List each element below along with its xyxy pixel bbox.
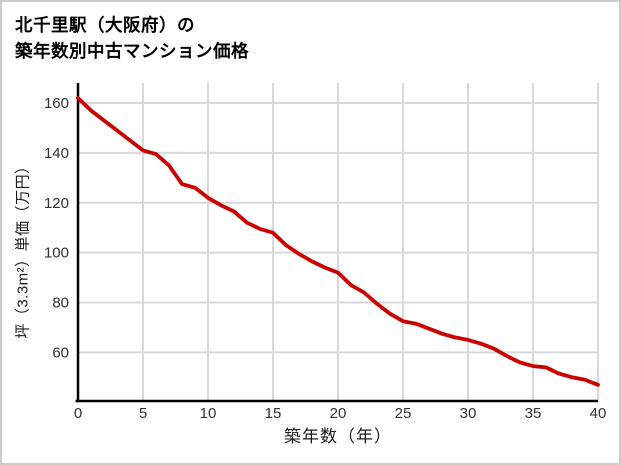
x-tick-label: 35 [525, 405, 542, 422]
price-line-series [76, 96, 600, 387]
x-axis-label: 築年数（年） [284, 427, 392, 446]
x-tick-label: 15 [265, 405, 282, 422]
y-axis-label: 坪（3.3m²）単価（万円） [14, 158, 32, 339]
chart-title-line1: 北千里駅（大阪府）の [15, 15, 195, 35]
x-tick-label: 0 [74, 405, 82, 422]
axes [75, 83, 598, 403]
x-tick-label: 5 [139, 405, 147, 422]
x-tick-labels: 0 5 10 15 20 25 30 35 40 [74, 405, 607, 422]
y-tick-labels: 60 80 100 120 140 160 [44, 95, 69, 361]
x-tick-label: 20 [330, 405, 347, 422]
y-tick-label: 120 [44, 195, 69, 212]
y-tick-label: 100 [44, 245, 69, 262]
x-tick-label: 25 [395, 405, 412, 422]
x-tick-label: 10 [200, 405, 217, 422]
y-tick-label: 80 [52, 295, 69, 312]
price-line [76, 96, 600, 387]
gridlines [78, 83, 599, 401]
chart-title-line2: 築年数別中古マンション価格 [15, 41, 249, 61]
y-tick-label: 60 [52, 344, 69, 361]
chart-title: 北千里駅（大阪府）の 築年数別中古マンション価格 [15, 12, 249, 64]
y-tick-label: 140 [44, 145, 69, 162]
x-tick-label: 30 [460, 405, 477, 422]
x-tick-label: 40 [590, 405, 607, 422]
y-tick-label: 160 [44, 95, 69, 112]
